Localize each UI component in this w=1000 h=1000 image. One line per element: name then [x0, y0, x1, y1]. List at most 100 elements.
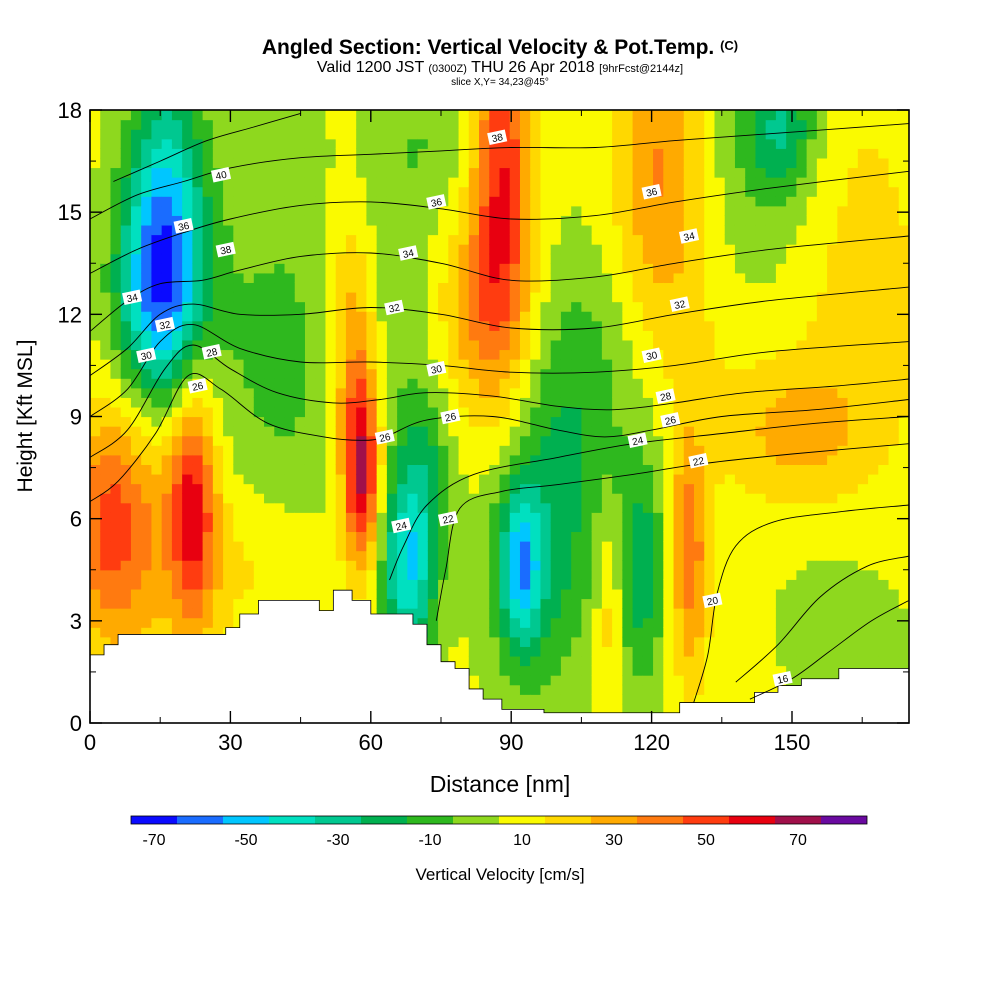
vv-cell	[816, 167, 828, 178]
vv-cell	[642, 694, 654, 705]
vv-cell	[130, 416, 142, 427]
vv-cell	[253, 320, 265, 331]
vv-cell	[130, 387, 142, 398]
vv-cell	[560, 550, 572, 561]
vv-cell	[202, 205, 214, 216]
vv-cell	[519, 301, 531, 312]
vv-cell	[223, 320, 234, 331]
vv-cell	[745, 339, 757, 351]
vv-cell	[745, 138, 757, 149]
vv-cell	[868, 588, 879, 600]
vv-cell	[612, 167, 623, 178]
vv-cell	[366, 560, 378, 571]
vv-cell	[775, 550, 787, 561]
vv-cell	[724, 311, 736, 322]
vv-cell	[438, 157, 449, 169]
vv-cell	[745, 636, 757, 647]
vv-cell	[581, 416, 593, 427]
vv-cell	[90, 541, 101, 552]
vv-cell	[468, 196, 480, 207]
vv-cell	[540, 129, 552, 140]
vv-cell	[304, 138, 316, 149]
vv-cell	[345, 387, 357, 398]
vv-cell	[694, 148, 705, 159]
vv-cell	[356, 531, 368, 542]
vv-cell	[499, 483, 511, 494]
vv-cell	[100, 569, 112, 580]
vv-cell	[550, 541, 562, 552]
vv-cell	[427, 215, 439, 226]
vv-cell	[243, 215, 255, 226]
vv-cell	[386, 196, 398, 207]
vv-cell	[479, 454, 490, 465]
vv-cell	[530, 483, 542, 494]
vv-cell	[315, 560, 327, 571]
vv-cell	[847, 483, 859, 494]
vv-cell	[632, 550, 644, 561]
vv-cell	[417, 397, 429, 408]
vv-cell	[550, 311, 562, 322]
vv-cell	[192, 301, 204, 312]
vv-cell	[223, 177, 234, 188]
vv-cell	[540, 339, 552, 351]
vv-cell	[827, 473, 838, 485]
vv-cell	[100, 291, 112, 303]
vv-cell	[130, 148, 142, 159]
vv-cell	[427, 253, 439, 264]
vv-cell	[857, 416, 869, 427]
vv-cell	[530, 703, 542, 715]
vv-cell	[612, 406, 623, 418]
vv-cell	[182, 330, 193, 341]
vv-cell	[560, 110, 572, 121]
vv-cell	[304, 339, 316, 351]
vv-cell	[315, 483, 327, 494]
vv-cell	[130, 320, 142, 331]
vv-cell	[591, 416, 603, 427]
vv-cell	[509, 157, 521, 169]
vv-cell	[202, 493, 214, 504]
vv-cell	[366, 263, 378, 274]
vv-cell	[192, 244, 204, 255]
vv-cell	[499, 148, 511, 159]
vv-cell	[868, 186, 879, 197]
vv-cell	[130, 368, 142, 379]
vv-cell	[653, 684, 664, 695]
vv-cell	[796, 167, 808, 178]
vv-cell	[571, 579, 582, 590]
vv-cell	[171, 435, 183, 446]
vv-cell	[223, 454, 234, 465]
vv-cell	[591, 167, 603, 178]
vv-cell	[591, 368, 603, 379]
vv-cell	[755, 512, 767, 523]
vv-cell	[827, 512, 838, 523]
vv-cell	[90, 110, 101, 121]
vv-cell	[202, 157, 214, 169]
vv-cell	[182, 196, 193, 207]
vv-cell	[427, 320, 439, 331]
vv-cell	[694, 435, 705, 446]
vv-cell	[151, 359, 163, 370]
vv-cell	[530, 301, 542, 312]
vv-cell	[612, 387, 623, 398]
vv-cell	[223, 311, 234, 322]
vv-cell	[868, 617, 879, 628]
vv-cell	[806, 473, 818, 485]
vv-cell	[253, 454, 265, 465]
vv-cell	[141, 617, 153, 628]
vv-cell	[274, 148, 286, 159]
vv-cell	[182, 406, 193, 418]
vv-cell	[479, 234, 490, 245]
vv-cell	[868, 138, 879, 149]
vv-cell	[151, 435, 163, 446]
vv-cell	[345, 483, 357, 494]
vv-cell	[90, 502, 101, 513]
vv-cell	[192, 473, 204, 485]
vv-cell	[765, 110, 777, 121]
vv-cell	[100, 177, 112, 188]
vv-cell	[438, 378, 449, 389]
vv-cell	[683, 627, 695, 638]
vv-cell	[386, 157, 398, 169]
vv-cell	[130, 445, 142, 456]
vv-cell	[130, 512, 142, 523]
vv-cell	[264, 560, 275, 571]
